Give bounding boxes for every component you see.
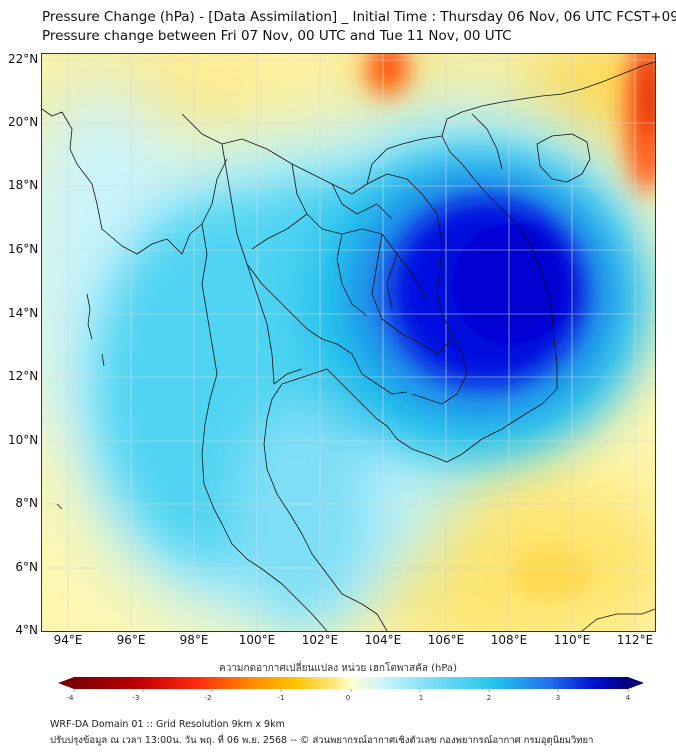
lat-label-22n: 22°N [8,52,39,66]
colorbar-tick-0: 0 [345,694,351,702]
chart-title: Pressure Change (hPa) - [Data Assimilati… [42,9,676,25]
lon-label-110e: 110°E [553,633,591,647]
colorbar-tick-3: 3 [555,694,561,702]
lat-label-18n: 18°N [8,178,39,192]
lon-label-106e: 106°E [427,633,465,647]
colorbar-tick-4: 4 [625,694,631,702]
colorbar-tick-m2: -2 [204,694,212,702]
lat-label-16n: 16°N [8,242,39,256]
lat-label-12n: 12°N [8,369,39,383]
lon-label-100e: 100°E [238,633,276,647]
footer-credit: ปรับปรุงข้อมูล ณ เวลา 13:00น. วัน พฤ. ที… [50,735,594,746]
lat-label-6n: 6°N [15,560,38,574]
colorbar-tick-m4: -4 [66,694,74,702]
colorbar-tick-m3: -3 [132,694,140,702]
lat-label-10n: 10°N [8,433,39,447]
colorbar-tick-marks [73,689,629,692]
lat-label-4n: 4°N [15,623,38,637]
lon-label-94e: 94°E [53,633,83,647]
graticule [42,54,655,631]
lon-label-104e: 104°E [364,633,402,647]
chart-subtitle: Pressure change between Fri 07 Nov, 00 U… [42,28,512,44]
lat-label-14n: 14°N [8,306,39,320]
colorbar-tick-m1: -1 [277,694,285,702]
coastlines-borders [42,61,655,631]
lon-label-96e: 96°E [116,633,146,647]
colorbar-tick-2: 2 [486,694,492,702]
colorbar-gradient [74,677,628,689]
colorbar-title: ความกดอากาศเปลี่ยนแปลง หน่วย เฮกโตพาสคัล… [219,663,457,674]
lon-label-112e: 112°E [616,633,654,647]
lat-label-20n: 20°N [8,115,39,129]
strong-rise-areas [365,54,655,194]
lon-label-108e: 108°E [490,633,528,647]
colorbar [58,677,644,692]
colorbar-left-extend [58,677,74,689]
footer-domain-info: WRF-DA Domain 01 :: Grid Resolution 9km … [50,719,285,730]
lon-label-98e: 98°E [179,633,209,647]
colorbar-right-extend [628,677,644,689]
lon-label-102e: 102°E [301,633,339,647]
lat-label-8n: 8°N [15,496,38,510]
colorbar-tick-1: 1 [418,694,424,702]
pressure-change-map [41,53,656,632]
